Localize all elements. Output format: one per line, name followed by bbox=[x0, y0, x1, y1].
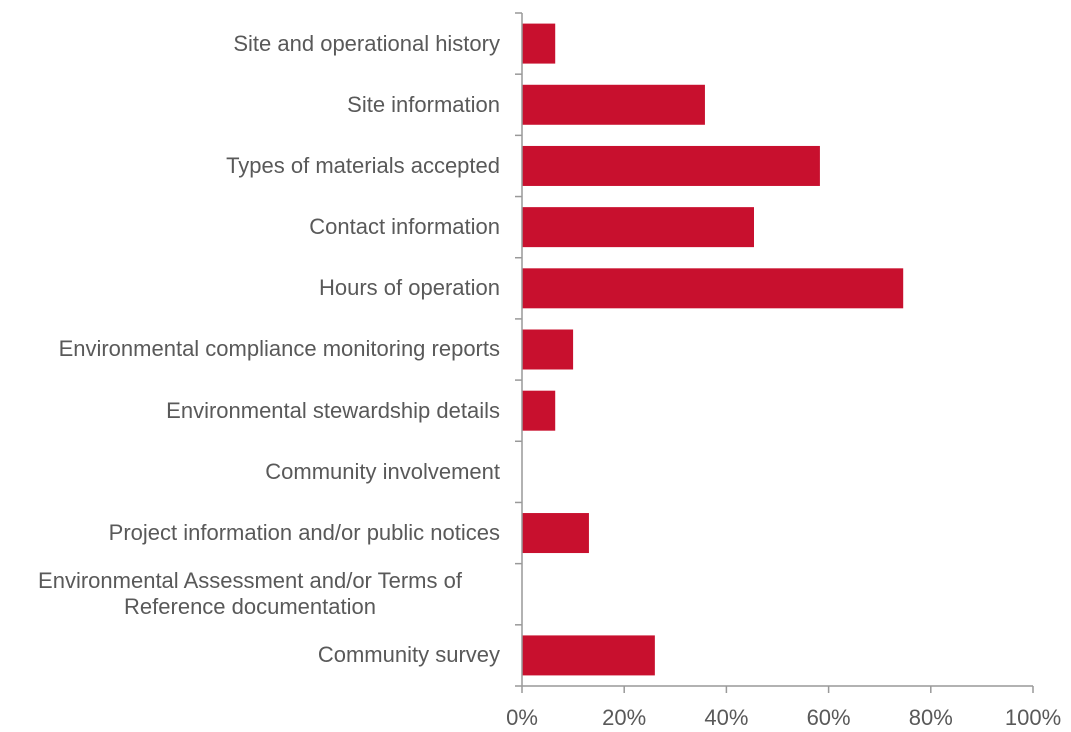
x-tick-label: 60% bbox=[807, 705, 851, 730]
bar bbox=[522, 207, 754, 248]
bar bbox=[522, 513, 589, 554]
bar bbox=[522, 635, 655, 676]
bar bbox=[522, 390, 556, 431]
category-text: Community survey bbox=[317, 642, 500, 668]
x-tick-label: 100% bbox=[1005, 705, 1061, 730]
category-text: Types of materials accepted bbox=[226, 152, 500, 178]
x-tick-label: 40% bbox=[704, 705, 748, 730]
y-tick-label: Community involvement bbox=[0, 441, 500, 502]
category-text: Environmental compliance monitoring repo… bbox=[58, 336, 500, 362]
y-tick-label: Site and operational history bbox=[0, 13, 500, 74]
category-text: Environmental Assessment and/or Terms of… bbox=[38, 568, 462, 620]
bar bbox=[522, 145, 820, 186]
bar bbox=[522, 84, 705, 125]
y-tick-label: Contact information bbox=[0, 197, 500, 258]
y-tick-label: Environmental compliance monitoring repo… bbox=[0, 319, 500, 380]
y-tick-label: Types of materials accepted bbox=[0, 135, 500, 196]
bar bbox=[522, 23, 556, 64]
category-text: Environmental stewardship details bbox=[166, 397, 500, 423]
y-tick-label: Community survey bbox=[0, 625, 500, 686]
x-tick-label: 80% bbox=[909, 705, 953, 730]
category-text: Site information bbox=[347, 91, 500, 117]
category-text: Contact information bbox=[309, 214, 500, 240]
y-tick-label: Site information bbox=[0, 74, 500, 135]
category-text: Site and operational history bbox=[233, 30, 500, 56]
category-text: Hours of operation bbox=[319, 275, 500, 301]
category-text: Project information and/or public notice… bbox=[108, 520, 500, 546]
y-tick-label: Hours of operation bbox=[0, 258, 500, 319]
y-tick-label: Environmental stewardship details bbox=[0, 380, 500, 441]
category-text: Community involvement bbox=[265, 458, 500, 484]
bar bbox=[522, 329, 574, 370]
y-tick-label: Environmental Assessment and/or Terms of… bbox=[0, 564, 500, 625]
bar bbox=[522, 268, 904, 309]
x-tick-label: 20% bbox=[602, 705, 646, 730]
x-tick-label: 0% bbox=[506, 705, 538, 730]
y-tick-label: Project information and/or public notice… bbox=[0, 502, 500, 563]
